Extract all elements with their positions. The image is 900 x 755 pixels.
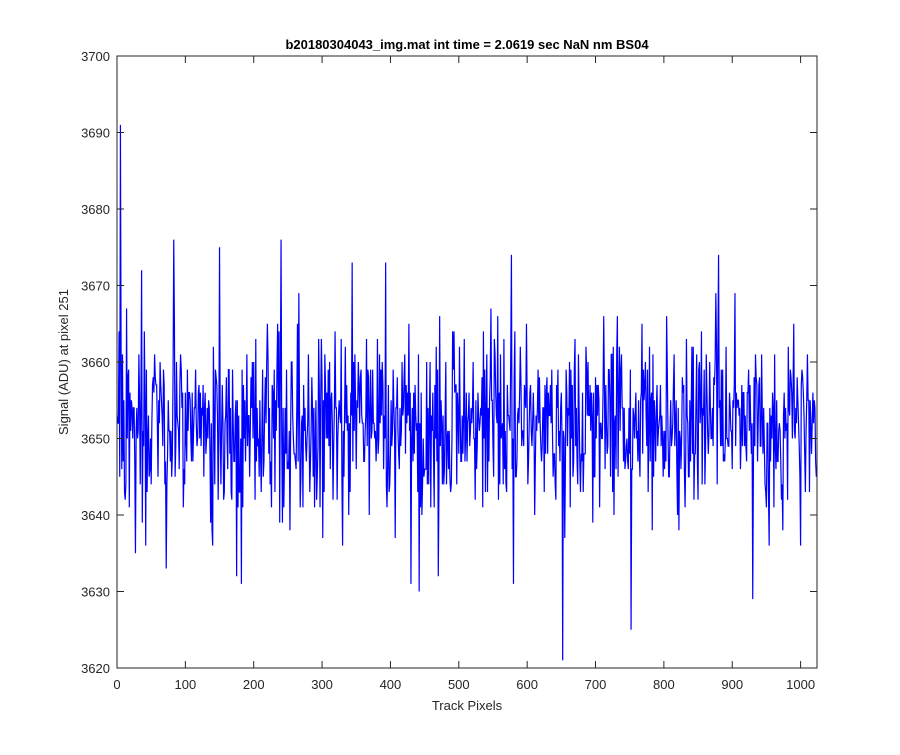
- y-axis-label: Signal (ADU) at pixel 251: [56, 289, 71, 435]
- x-tick-label: 0: [113, 677, 120, 692]
- chart-title: b20180304043_img.mat int time = 2.0619 s…: [285, 37, 649, 52]
- y-tick-label: 3670: [81, 279, 110, 294]
- y-tick-label: 3660: [81, 355, 110, 370]
- ticks-layer: 0 100 200 300 400 500 600 700 800 900 1000 3620 3630…: [81, 49, 817, 692]
- x-tick-label: 1000: [786, 677, 815, 692]
- y-tick-label: 3650: [81, 432, 110, 447]
- x-tick-label: 300: [311, 677, 333, 692]
- x-tick-label: 100: [175, 677, 197, 692]
- y-tick-label: 3690: [81, 126, 110, 141]
- x-tick-label: 400: [380, 677, 402, 692]
- y-tick-label: 3630: [81, 585, 110, 600]
- x-tick-label: 200: [243, 677, 265, 692]
- y-tick-label: 3700: [81, 49, 110, 64]
- x-tick-label: 600: [516, 677, 538, 692]
- x-tick-label: 500: [448, 677, 470, 692]
- x-tick-label: 900: [721, 677, 743, 692]
- y-tick-label: 3620: [81, 661, 110, 676]
- x-tick-label: 700: [585, 677, 607, 692]
- y-tick-label: 3640: [81, 508, 110, 523]
- y-tick-label: 3680: [81, 202, 110, 217]
- x-tick-label: 800: [653, 677, 675, 692]
- signal-line: [116, 124, 817, 661]
- plot-frame: [116, 55, 818, 669]
- x-axis-label: Track Pixels: [432, 698, 503, 713]
- series-layer: [116, 124, 817, 661]
- plot-background: [117, 56, 817, 668]
